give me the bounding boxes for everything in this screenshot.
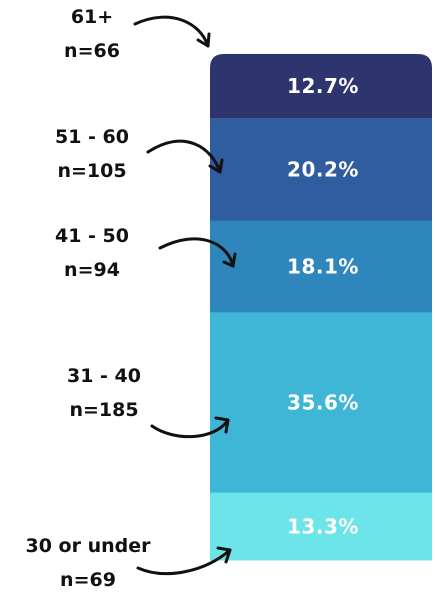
bar-segment: [210, 54, 432, 119]
curved-arrow-icon: [146, 139, 222, 174]
bar-segment: [210, 492, 432, 561]
curved-arrow-icon: [150, 418, 230, 439]
segment-value-label: 13.3%: [287, 514, 359, 538]
sample-size-label: n=69: [60, 569, 116, 591]
segment-value-label: 35.6%: [287, 390, 359, 414]
segment-value-label: 12.7%: [287, 74, 359, 98]
bar-segment: [210, 118, 432, 222]
sample-size-label: n=94: [64, 259, 120, 281]
category-label: 30 or under: [25, 535, 151, 557]
category-label: 31 - 40: [67, 365, 141, 387]
sample-size-label: n=105: [57, 160, 126, 182]
arrowhead-icon: [214, 416, 230, 434]
stacked-bar: 12.7% 20.2% 18.1% 35.6% 13.3%: [210, 54, 432, 561]
category-label: 61+: [71, 6, 113, 28]
bar-segment: [210, 220, 432, 313]
segment-value-label: 20.2%: [287, 157, 359, 181]
sample-size-label: n=185: [69, 399, 138, 421]
category-label: 41 - 50: [55, 225, 129, 247]
arrowhead-icon: [208, 158, 224, 174]
bar-segment: [210, 312, 432, 494]
arrowhead-icon: [222, 252, 237, 268]
sample-size-label: n=66: [64, 40, 120, 62]
category-label: 51 - 60: [55, 126, 129, 148]
category-labels: 61+ n=66 51 - 60 n=105 41 - 50 n=94 31 - 40 n=1…: [25, 6, 151, 591]
arrowhead-icon: [196, 32, 211, 48]
curved-arrow-icon: [158, 237, 235, 268]
arrowhead-icon: [216, 546, 232, 564]
segment-value-label: 18.1%: [287, 254, 359, 278]
curved-arrow-icon: [133, 15, 210, 48]
arrows: [133, 15, 237, 575]
curved-arrow-icon: [136, 548, 232, 575]
